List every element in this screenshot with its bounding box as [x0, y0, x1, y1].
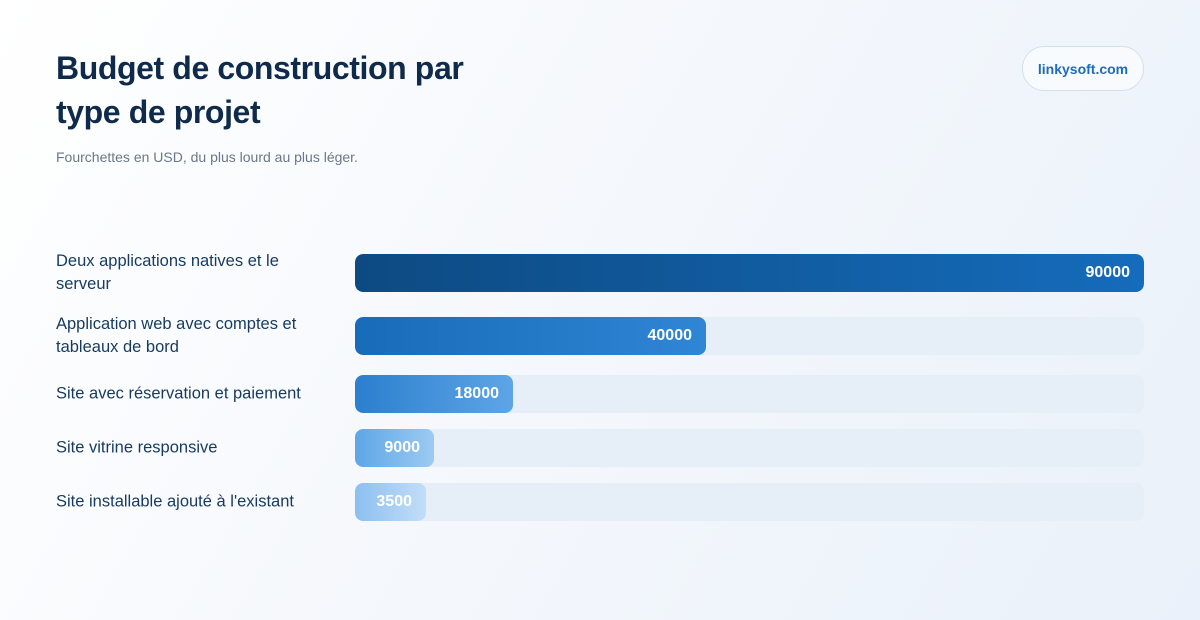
- page-subtitle: Fourchettes en USD, du plus lourd au plu…: [56, 149, 358, 165]
- bar: 9000: [355, 429, 434, 467]
- bar-value-label: 40000: [647, 327, 693, 344]
- brand-badge[interactable]: linkysoft.com: [1022, 46, 1144, 91]
- bar: 18000: [355, 375, 513, 413]
- page-title: Budget de construction par type de proje…: [56, 50, 464, 130]
- bar-row: Site vitrine responsive 9000: [56, 425, 1144, 471]
- bar-row: Site avec réservation et paiement 18000: [56, 371, 1144, 417]
- bar-value-label: 9000: [384, 439, 420, 456]
- category-label: Site installable ajouté à l'existant: [56, 492, 294, 511]
- bar-track: 9000: [355, 429, 1144, 467]
- bar-track: 18000: [355, 375, 1144, 413]
- category-label: Site vitrine responsive: [56, 438, 218, 457]
- bar: 90000: [355, 254, 1144, 292]
- bar-value-label: 3500: [376, 493, 412, 510]
- bar-value-label: 18000: [454, 385, 500, 402]
- bar-row: Site installable ajouté à l'existant 3500: [56, 479, 1144, 525]
- bar-track: 40000: [355, 317, 1144, 355]
- bar-track: 3500: [355, 483, 1144, 521]
- category-label: Site avec réservation et paiement: [56, 384, 301, 403]
- bar-value-label: 90000: [1085, 264, 1131, 281]
- bar: 40000: [355, 317, 706, 355]
- bar-row: Deux applications natives et le serveur 9…: [56, 250, 1144, 296]
- category-label: Deux applications natives et le serveur: [56, 252, 279, 293]
- bar: 3500: [355, 483, 426, 521]
- bar-row: Application web avec comptes et tableaux…: [56, 313, 1144, 359]
- category-label: Application web avec comptes et tableaux…: [56, 315, 297, 356]
- bar-track: 90000: [355, 254, 1144, 292]
